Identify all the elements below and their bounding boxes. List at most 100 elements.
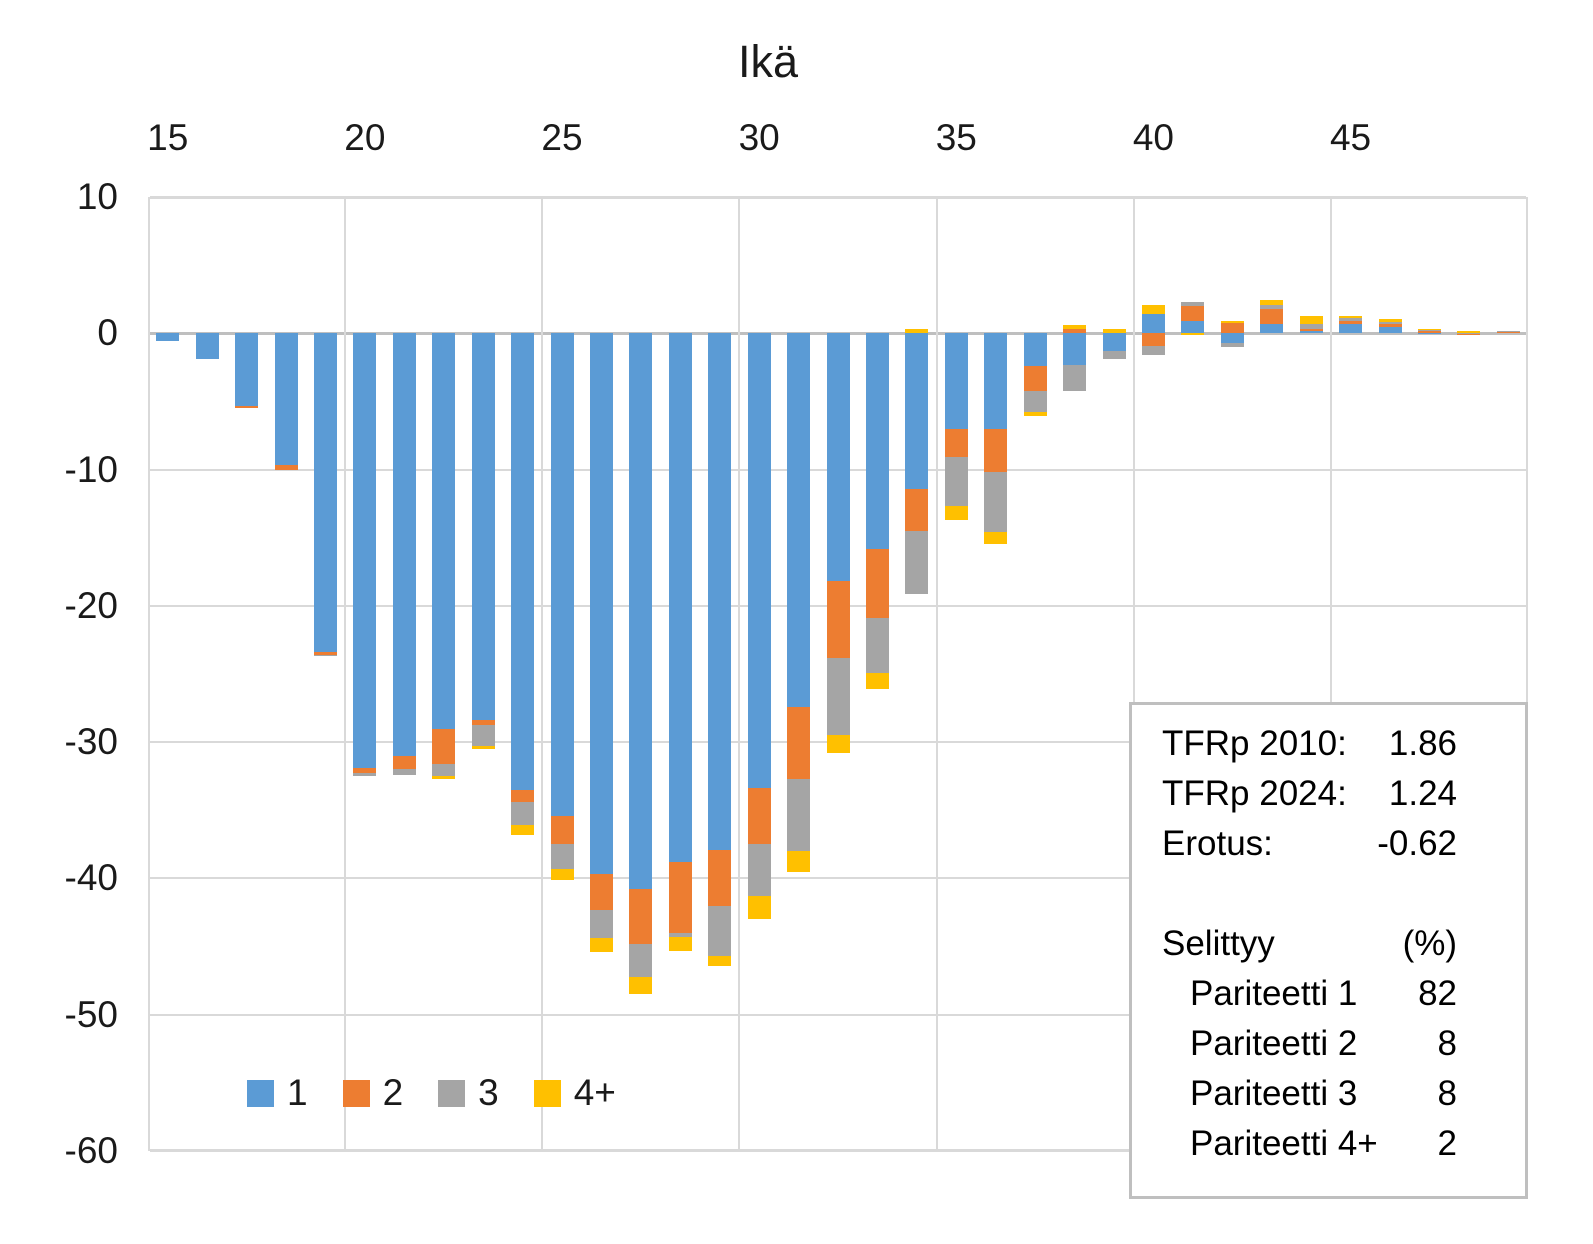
bar-age49-parity2: [1496, 331, 1520, 334]
bar-age44-parity3: [1299, 323, 1323, 330]
bar-age37-parity3: [1023, 390, 1047, 413]
y-tick-label--10: -10: [64, 448, 118, 490]
bar-age32-parity4plus: [826, 735, 850, 754]
y-tick-label--20: -20: [64, 584, 118, 626]
legend-item-2: 2: [342, 1074, 403, 1111]
bar-age16-parity1: [195, 333, 219, 360]
annotation-label-6: Pariteetti 2: [1190, 1024, 1358, 1063]
bar-age45-parity2: [1339, 321, 1363, 324]
bar-age45-parity3: [1339, 318, 1363, 321]
bar-age44-parity2: [1299, 329, 1323, 331]
bar-age30-parity4plus: [747, 896, 771, 920]
y-tick-label--60: -60: [64, 1130, 118, 1171]
bar-age19-parity1: [313, 333, 337, 653]
annotation-row-4: Selittyy (%): [1132, 919, 1525, 969]
bar-age46-parity3: [1378, 322, 1402, 324]
bar-age43-parity3: [1260, 304, 1284, 310]
gridline-x-30: [738, 199, 741, 1149]
bar-age41-parity1: [1181, 321, 1205, 334]
bar-age33-parity4plus: [865, 672, 889, 689]
bar-age34-parity4plus: [905, 329, 929, 334]
bar-age42-parity2: [1220, 322, 1244, 334]
annotation-row-2: Erotus: -0.62: [1132, 819, 1525, 869]
bar-age46-parity1: [1378, 327, 1402, 334]
bar-age19-parity3: [313, 654, 337, 657]
plot-area: [148, 196, 1528, 1152]
bar-age28-parity4plus: [668, 937, 692, 951]
bar-age36-parity4plus: [984, 532, 1008, 544]
gridline-y-10: [150, 196, 1526, 198]
bar-age32-parity1: [826, 333, 850, 582]
legend-swatch-icon-1: [247, 1079, 274, 1107]
bar-age38-parity2: [1063, 328, 1087, 334]
annotation-label-1: TFRp 2024:: [1162, 774, 1347, 813]
legend-label-4plus: 4+: [573, 1072, 616, 1113]
bar-age35-parity2: [944, 428, 968, 458]
bar-age38-parity4plus: [1063, 325, 1087, 329]
annotation-row-5: Pariteetti 1 82: [1132, 969, 1525, 1019]
annotation-row-blank: [1132, 869, 1525, 919]
bar-age23-parity1: [471, 333, 495, 721]
bar-age43-parity4plus: [1260, 299, 1284, 305]
bar-age26-parity3: [589, 909, 613, 939]
bar-age34-parity2: [905, 488, 929, 531]
bar-age26-parity2: [589, 874, 613, 910]
bar-age36-parity1: [984, 333, 1008, 429]
bar-age36-parity3: [984, 472, 1008, 533]
bar-age25-parity2: [550, 815, 574, 845]
bar-age17-parity1: [235, 333, 259, 406]
gridline-x-35: [935, 199, 938, 1149]
bar-age42-parity3: [1220, 342, 1244, 347]
annotation-value-6: 8: [1437, 1024, 1457, 1063]
bar-age48-parity4plus: [1457, 330, 1481, 333]
bar-age46-parity2: [1378, 323, 1402, 328]
y-tick-label--50: -50: [64, 993, 118, 1035]
bar-age24-parity4plus: [511, 825, 535, 835]
legend: 1 2 3 4+: [247, 1072, 651, 1113]
bar-age47-parity4plus: [1417, 328, 1441, 331]
bar-age28-parity2: [668, 862, 692, 933]
bar-age35-parity4plus: [944, 506, 968, 520]
bar-age45-parity1: [1339, 323, 1363, 334]
annotation-value-4: (%): [1402, 924, 1457, 963]
bar-age29-parity3: [708, 905, 732, 957]
bar-age22-parity3: [432, 763, 456, 777]
annotation-label-5: Pariteetti 1: [1190, 974, 1358, 1013]
bar-age30-parity1: [747, 333, 771, 789]
bar-age26-parity1: [589, 333, 613, 875]
gridline-x-20: [344, 199, 347, 1149]
legend-swatch-icon-3: [438, 1079, 466, 1107]
gridline-x-45: [1329, 199, 1332, 1149]
bar-age47-parity2: [1417, 329, 1441, 333]
bar-age25-parity4plus: [550, 868, 574, 880]
gridline-x-25: [541, 199, 544, 1149]
bar-age41-parity2: [1181, 306, 1205, 321]
bar-age37-parity2: [1023, 365, 1047, 391]
bar-age29-parity4plus: [708, 956, 732, 966]
bar-age30-parity3: [747, 844, 771, 897]
bar-age27-parity4plus: [629, 976, 653, 995]
bar-age21-parity1: [392, 333, 416, 756]
bar-age35-parity1: [944, 333, 968, 429]
bar-age24-parity3: [511, 802, 535, 826]
bar-age39-parity1: [1102, 333, 1126, 351]
x-tick-label-35: 35: [935, 117, 977, 158]
bar-age34-parity3: [905, 530, 929, 594]
bar-age36-parity2: [984, 428, 1008, 473]
bar-age42-parity4plus: [1220, 321, 1244, 323]
annotation-row-6: Pariteetti 2 8: [1132, 1019, 1525, 1069]
bar-age27-parity2: [629, 889, 653, 944]
x-tick-label-30: 30: [738, 117, 780, 158]
bar-age34-parity1: [905, 333, 929, 489]
bar-age22-parity2: [432, 728, 456, 764]
bar-age29-parity2: [708, 849, 732, 906]
gridline-y--60: [150, 1150, 1526, 1152]
bar-age35-parity3: [944, 457, 968, 507]
bar-age48-parity3: [1457, 332, 1481, 335]
annotation-row-7: Pariteetti 3 8: [1132, 1069, 1525, 1119]
bar-age25-parity1: [550, 333, 574, 816]
legend-item-4plus: 4+: [533, 1072, 616, 1113]
gridline-x-40: [1132, 199, 1135, 1149]
y-tick-label--40: -40: [64, 857, 118, 899]
annotation-value-8: 2: [1437, 1124, 1457, 1163]
